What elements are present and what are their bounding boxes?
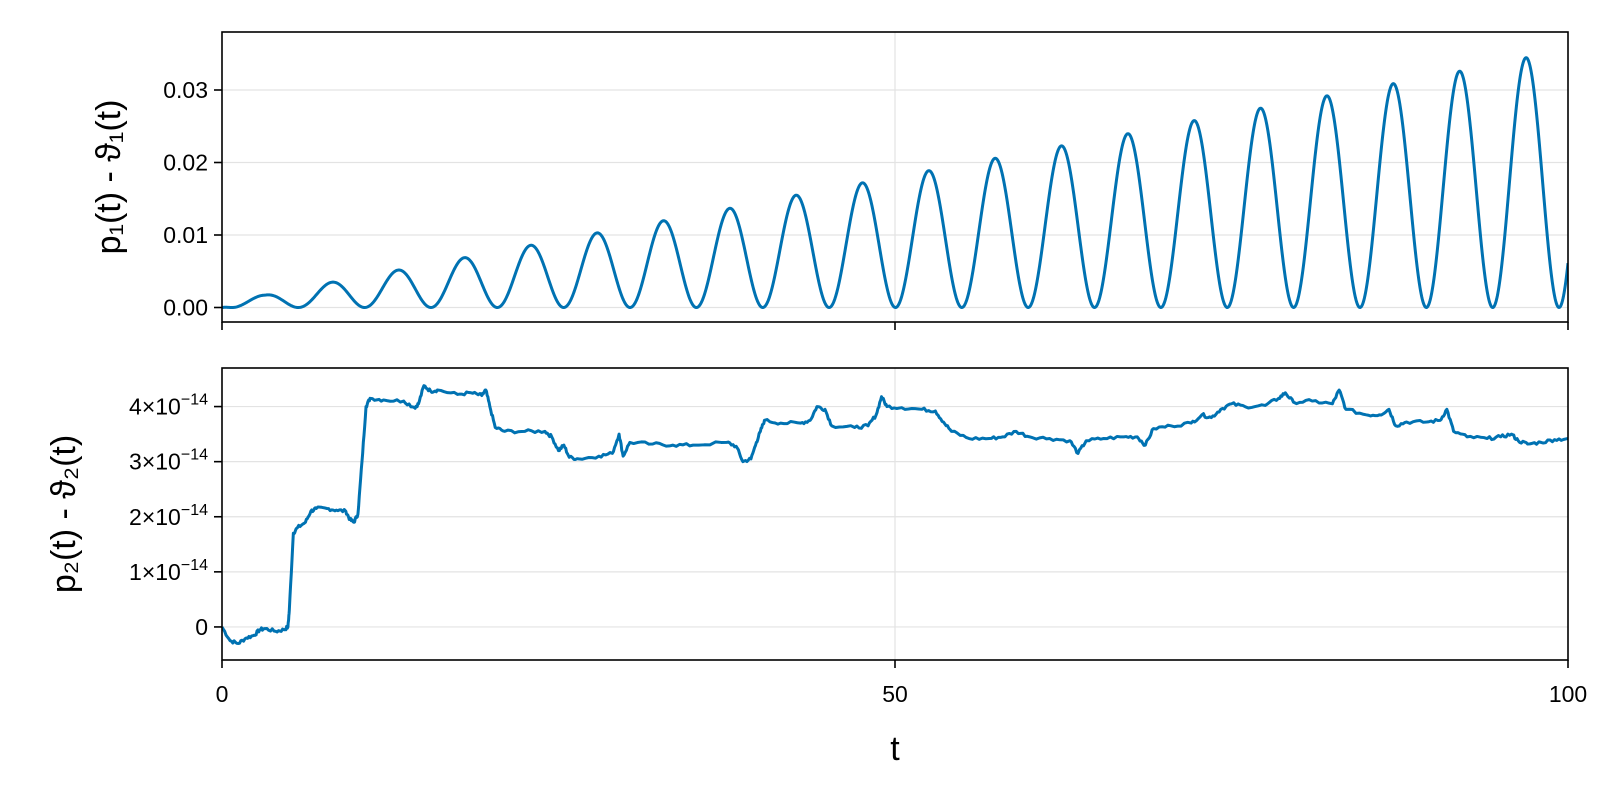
y-tick-exponent: −14	[181, 557, 208, 574]
y-tick-label: 0.03	[163, 77, 208, 103]
panel-2: 0 50 10001×10−142×10−143×10−144×10−14p₂(t)…	[45, 367, 1587, 768]
y-axis-label: p₂(t) - ϑ₂(t)	[45, 435, 83, 593]
y-tick-label: 3×10−14	[129, 447, 208, 475]
y-axis-label: p₁(t) - ϑ₁(t)	[90, 100, 128, 255]
x-axis-label: t	[890, 730, 900, 768]
y-tick-label: 4×10−14	[129, 392, 208, 420]
y-tick-label: 2×10−14	[129, 502, 208, 530]
series-line	[222, 56, 1568, 309]
series-line	[222, 384, 1568, 645]
y-tick-label: 1×10−14	[129, 557, 208, 585]
y-tick-mantissa: 4×10	[129, 394, 181, 420]
x-tick-label: 50	[882, 681, 908, 707]
y-tick-label: 0.02	[163, 150, 208, 176]
x-tick-label: 0	[216, 681, 229, 707]
x-tick-label: 100	[1549, 681, 1587, 707]
y-tick-exponent: −14	[181, 392, 208, 409]
y-tick-label: 0	[195, 614, 208, 640]
y-tick-label: 0.00	[163, 295, 208, 321]
panel-1: 0.00 0.01 0.02 0.03 p₁(t) - ϑ₁(t)	[90, 31, 1569, 330]
y-tick-exponent: −14	[181, 447, 208, 464]
y-tick-exponent: −14	[181, 502, 208, 519]
y-tick-mantissa: 3×10	[129, 449, 181, 475]
y-tick-mantissa: 0	[195, 614, 208, 640]
y-tick-mantissa: 1×10	[129, 559, 181, 585]
y-tick-label: 0.01	[163, 222, 208, 248]
y-tick-mantissa: 2×10	[129, 504, 181, 530]
